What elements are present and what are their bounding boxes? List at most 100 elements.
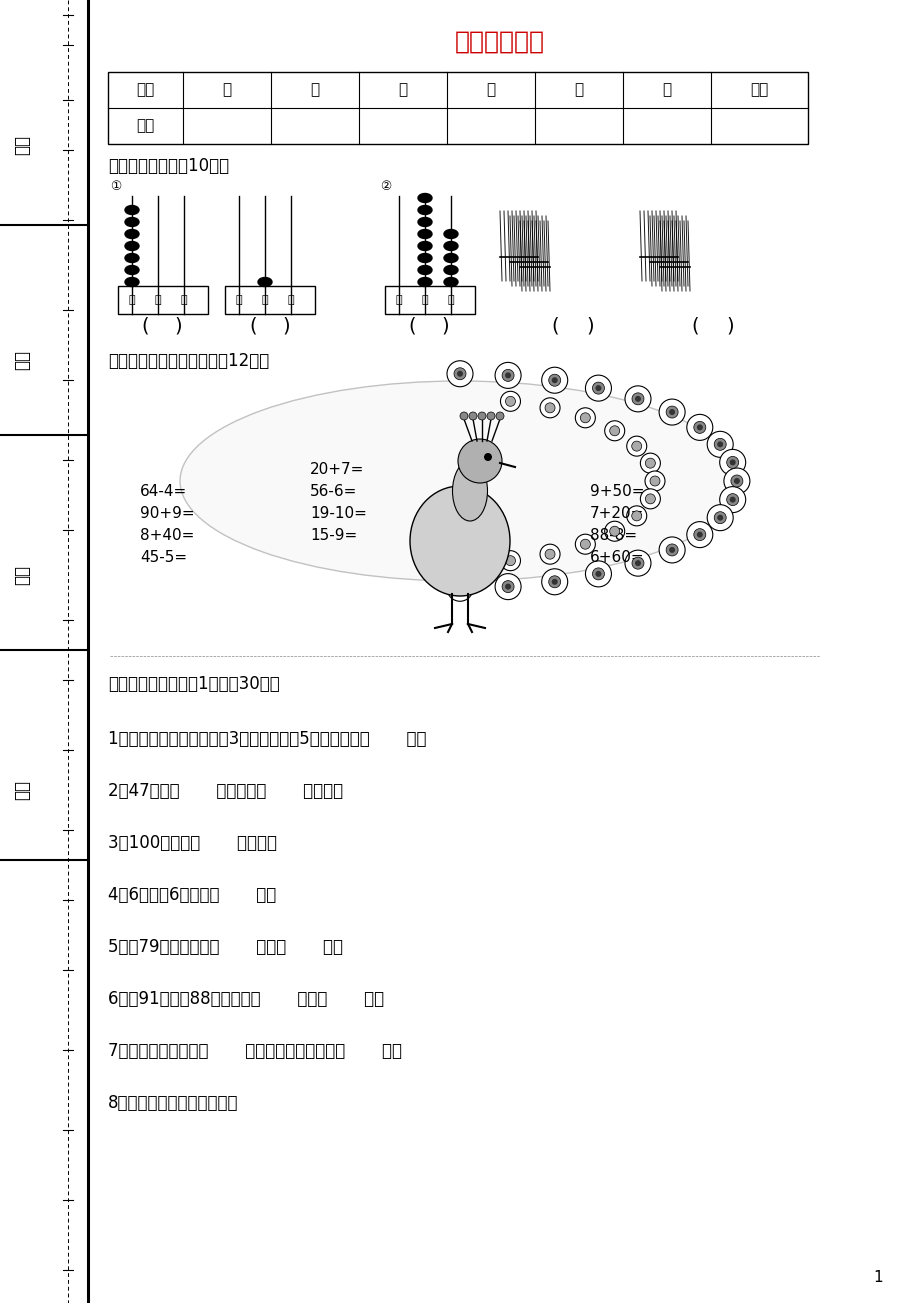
Circle shape <box>486 412 494 420</box>
Text: 百: 百 <box>129 294 135 305</box>
Ellipse shape <box>444 241 458 250</box>
Text: 8+40=: 8+40= <box>140 528 194 542</box>
Circle shape <box>595 386 601 391</box>
Circle shape <box>631 511 641 521</box>
Circle shape <box>502 581 514 593</box>
Circle shape <box>609 526 619 537</box>
Text: 个: 个 <box>448 294 454 305</box>
Ellipse shape <box>452 461 487 521</box>
Circle shape <box>644 459 654 468</box>
Circle shape <box>729 460 735 465</box>
Circle shape <box>696 532 702 538</box>
Text: (: ( <box>249 317 256 335</box>
Text: ): ) <box>174 317 182 335</box>
Circle shape <box>447 575 472 601</box>
Circle shape <box>494 573 520 599</box>
Circle shape <box>453 582 466 594</box>
Circle shape <box>729 496 735 503</box>
Text: 一: 一 <box>222 82 232 98</box>
Text: (: ( <box>142 317 149 335</box>
Ellipse shape <box>257 278 272 287</box>
Circle shape <box>634 560 641 567</box>
Circle shape <box>665 543 677 556</box>
Circle shape <box>626 506 646 526</box>
Text: 1: 1 <box>872 1270 882 1286</box>
Text: 5、和79相邻的数是（       ）和（       ）。: 5、和79相邻的数是（ ）和（ ）。 <box>108 938 343 956</box>
Ellipse shape <box>444 266 458 275</box>
Text: 2、47里有（       ）个十和（       ）个一。: 2、47里有（ ）个十和（ ）个一。 <box>108 782 343 800</box>
Text: 总分: 总分 <box>750 82 767 98</box>
Text: 个: 个 <box>180 294 187 305</box>
Circle shape <box>723 468 749 494</box>
Ellipse shape <box>417 218 432 227</box>
Circle shape <box>478 412 485 420</box>
Ellipse shape <box>125 254 139 262</box>
Circle shape <box>604 521 624 541</box>
Circle shape <box>730 476 743 487</box>
Circle shape <box>726 456 738 468</box>
Ellipse shape <box>180 380 739 581</box>
Circle shape <box>580 539 590 549</box>
Text: 三、我会填。（每空1分，共30分）: 三、我会填。（每空1分，共30分） <box>108 675 279 693</box>
Bar <box>108 72 807 145</box>
Ellipse shape <box>444 229 458 238</box>
Circle shape <box>551 377 557 383</box>
Text: 学校: 学校 <box>13 780 31 800</box>
Text: 6+60=: 6+60= <box>589 550 644 564</box>
Text: (: ( <box>550 317 558 335</box>
Text: ①: ① <box>110 180 121 193</box>
Ellipse shape <box>125 218 139 227</box>
Circle shape <box>548 374 560 386</box>
Ellipse shape <box>417 206 432 215</box>
Circle shape <box>544 403 554 413</box>
Circle shape <box>624 386 651 412</box>
Ellipse shape <box>444 254 458 262</box>
Text: 四: 四 <box>486 82 495 98</box>
Circle shape <box>726 494 738 506</box>
Text: 45-5=: 45-5= <box>140 550 187 564</box>
Circle shape <box>544 549 554 559</box>
Text: 4、6个十和6个一是（       ）。: 4、6个十和6个一是（ ）。 <box>108 886 276 904</box>
Circle shape <box>668 409 675 416</box>
Circle shape <box>631 558 643 569</box>
Circle shape <box>457 585 462 592</box>
Circle shape <box>500 391 520 412</box>
Circle shape <box>541 367 567 394</box>
Circle shape <box>469 412 476 420</box>
Circle shape <box>658 399 685 425</box>
Circle shape <box>580 413 590 422</box>
Text: 座号: 座号 <box>13 351 31 370</box>
Circle shape <box>505 555 515 566</box>
Ellipse shape <box>444 278 458 287</box>
Text: ②: ② <box>380 180 391 193</box>
Circle shape <box>483 453 492 461</box>
Ellipse shape <box>125 206 139 215</box>
Circle shape <box>719 486 745 512</box>
Text: 6、比91小，比88大的数是（       ）和（       ）。: 6、比91小，比88大的数是（ ）和（ ）。 <box>108 990 384 1009</box>
Circle shape <box>733 478 739 483</box>
Ellipse shape <box>125 278 139 287</box>
Circle shape <box>650 476 659 486</box>
Text: 十: 十 <box>261 294 268 305</box>
Circle shape <box>500 551 520 571</box>
Text: 三: 三 <box>398 82 407 98</box>
Circle shape <box>693 421 705 434</box>
Circle shape <box>717 442 722 447</box>
Text: 六: 六 <box>662 82 671 98</box>
Text: 姓名: 姓名 <box>13 136 31 155</box>
Text: 7+20=: 7+20= <box>589 506 643 520</box>
Ellipse shape <box>417 229 432 238</box>
Circle shape <box>595 571 601 577</box>
Circle shape <box>668 547 675 552</box>
Bar <box>384 285 474 314</box>
Text: 一、看图写数。（10分）: 一、看图写数。（10分） <box>108 156 229 175</box>
Ellipse shape <box>417 278 432 287</box>
Text: 19-10=: 19-10= <box>310 506 367 520</box>
Circle shape <box>713 512 725 524</box>
Text: 第四单元试卷: 第四单元试卷 <box>455 30 544 53</box>
Text: ): ) <box>441 317 448 335</box>
Text: (: ( <box>690 317 698 335</box>
Circle shape <box>719 450 745 476</box>
Circle shape <box>640 453 660 473</box>
Circle shape <box>631 392 643 405</box>
